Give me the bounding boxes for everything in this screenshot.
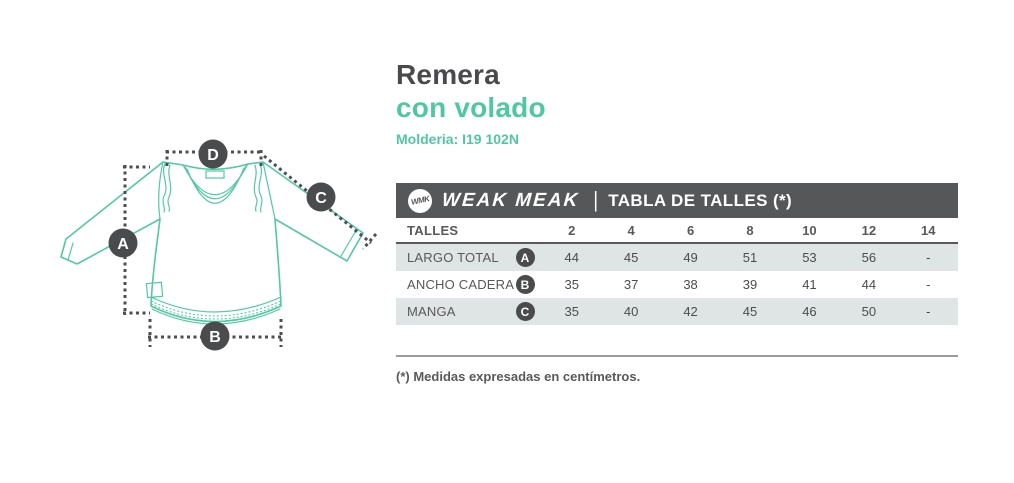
size-header-row: TALLES 2 4 6 8 10 12 14 [396,218,958,244]
table-row: ANCHO CADERA B 35 37 38 39 41 44 - [396,271,958,298]
right-cuff-seam [340,228,358,257]
measure-value: 39 [742,277,758,292]
measure-value: 53 [802,250,817,265]
size-column-header: 8 [746,222,754,238]
garment-illustration: A B C D [60,139,378,351]
measure-badge-d [198,139,228,169]
left-ruffle-inner [167,164,172,212]
measure-value: 50 [861,304,877,319]
measure-value: - [926,304,931,319]
measure-line-c-end-tick [361,233,378,250]
title-block: Remera con volado Molderia: I19 102N [396,58,546,148]
measure-value: 35 [564,277,579,292]
table-row: LARGO TOTAL A 44 45 49 51 53 56 - [396,244,958,271]
measure-value: 42 [683,304,698,319]
measure-badge-b-label: B [209,329,221,346]
measure-label: ANCHO CADERA [407,277,515,292]
neckline-inner [186,167,245,204]
neck-label [205,170,225,179]
measure-value: 40 [623,304,639,319]
measure-value: 49 [683,250,698,265]
measure-badge-a-label: A [117,236,129,253]
shirt-outline [60,161,364,325]
size-column-header: 2 [568,222,576,238]
page-subtitle: con volado [396,92,546,124]
measure-badge-a [108,228,138,258]
pattern-reference: Molderia: I19 102N [396,131,519,148]
measure-badge-cell: B [508,275,542,294]
measure-badge-b [200,321,230,351]
right-ruffle-inner [253,164,258,212]
size-column-header: 6 [686,222,695,238]
bar-separator: | [593,187,599,212]
table-row: MANGA C 35 40 42 45 46 50 - [396,298,958,325]
measure-value: 38 [683,277,698,292]
brand-monogram: WMK [410,194,430,207]
measure-badges: A B C D [108,139,336,351]
measure-value: 44 [564,250,579,265]
brand-logo-icon: WMK [408,188,432,213]
measure-value: - [926,250,931,265]
measure-value: 45 [623,250,639,265]
measure-label: MANGA [407,304,456,319]
size-column-header: 14 [921,222,936,238]
table-title: TABLA DE TALLES (*) [608,190,793,210]
left-armhole-seam [158,161,164,220]
size-column-header: 10 [802,222,817,238]
measure-badge-c [306,182,336,212]
measure-value: 45 [742,304,758,319]
measure-value: 35 [564,304,579,319]
right-armhole-seam [262,161,276,220]
measure-label: LARGO TOTAL [407,250,499,265]
size-column-header: 4 [627,222,635,238]
measure-value: 56 [861,250,877,265]
measure-badge-letter: B [515,275,535,294]
measure-value: 41 [802,277,817,292]
side-tag [145,281,164,299]
measure-badge-letter: C [515,302,535,321]
measure-value: - [926,277,931,292]
sizes-header-label: TALLES [407,222,459,238]
footnote: (*) Medidas expresadas en centímetros. [396,369,641,384]
measure-badge-letter: A [515,248,535,267]
hem-band-top [150,296,282,313]
left-cuff-seam [67,242,74,261]
measure-badge-d-label: D [207,147,219,164]
size-column-header: 12 [861,222,877,238]
left-ruffle [162,163,167,213]
garment-diagram: A B C D [30,120,410,380]
page-title: Remera [396,59,500,90]
measure-value: 44 [861,277,877,292]
size-table-body: LARGO TOTAL A 44 45 49 51 53 56 - ANCHO CADERA B 35… [396,244,958,325]
measure-value: 37 [623,277,639,292]
brand-name: WEAK MEAK [441,189,581,211]
measure-value: 46 [802,304,817,319]
right-ruffle [258,163,263,213]
brand-bar: WMK WEAK MEAK | TABLA DE TALLES (*) [396,183,958,218]
size-table: TALLES 2 4 6 8 10 12 14 LARGO TOTAL A 44 45 49 51 53… [396,218,958,325]
measure-value: 51 [742,250,758,265]
footnote-divider [396,355,958,357]
measure-badge-cell: C [508,302,542,321]
measure-badge-cell: A [508,248,542,267]
measure-badge-c-label: C [315,190,327,207]
